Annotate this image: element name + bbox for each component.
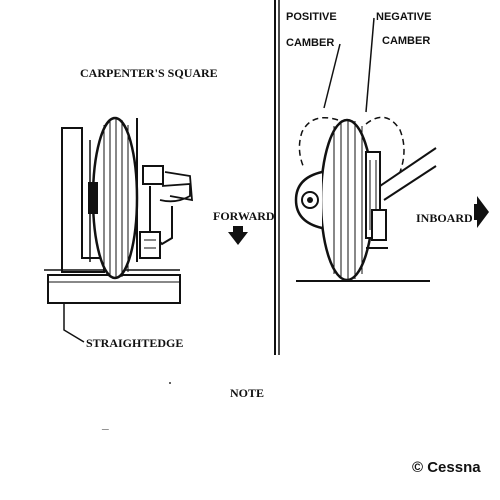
note-dash: _ — [101, 417, 109, 431]
positive-camber-label-line2: CAMBER — [286, 37, 334, 49]
scan-speck — [169, 382, 171, 384]
wheel-right — [319, 118, 375, 282]
hub-cap — [294, 170, 323, 230]
wheel-left — [88, 116, 139, 280]
right-panel: POSITIVE CAMBER NEGATIVE CAMBER INBOARD — [286, 11, 489, 282]
gear-strut — [379, 147, 437, 201]
straightedge-label: STRAIGHTEDGE — [86, 336, 183, 350]
negative-camber-label-line1: NEGATIVE — [376, 11, 431, 23]
copyright-label: © Cessna — [412, 459, 481, 476]
arrow-down-icon — [228, 226, 248, 245]
brake-assembly — [365, 151, 388, 249]
left-panel: CARPENTER'S SQUARE STRAIGHTEDGE FORWARD — [44, 66, 275, 350]
note-label: NOTE — [230, 386, 264, 400]
forward-label: FORWARD — [213, 209, 275, 223]
arrow-right-icon — [474, 196, 489, 228]
positive-camber-outline — [298, 117, 339, 169]
inboard-label: INBOARD — [416, 211, 473, 225]
panel-divider — [274, 0, 280, 355]
axle-assembly — [136, 118, 193, 262]
straightedge-leader — [63, 304, 85, 343]
negative-camber-leader — [365, 17, 375, 113]
negative-camber-outline — [365, 116, 405, 173]
straightedge — [47, 274, 181, 304]
positive-camber-label-line1: POSITIVE — [286, 11, 337, 23]
carpenters-square-label: CARPENTER'S SQUARE — [80, 66, 218, 80]
negative-camber-label-line2: CAMBER — [382, 35, 430, 47]
positive-camber-leader — [323, 43, 341, 109]
